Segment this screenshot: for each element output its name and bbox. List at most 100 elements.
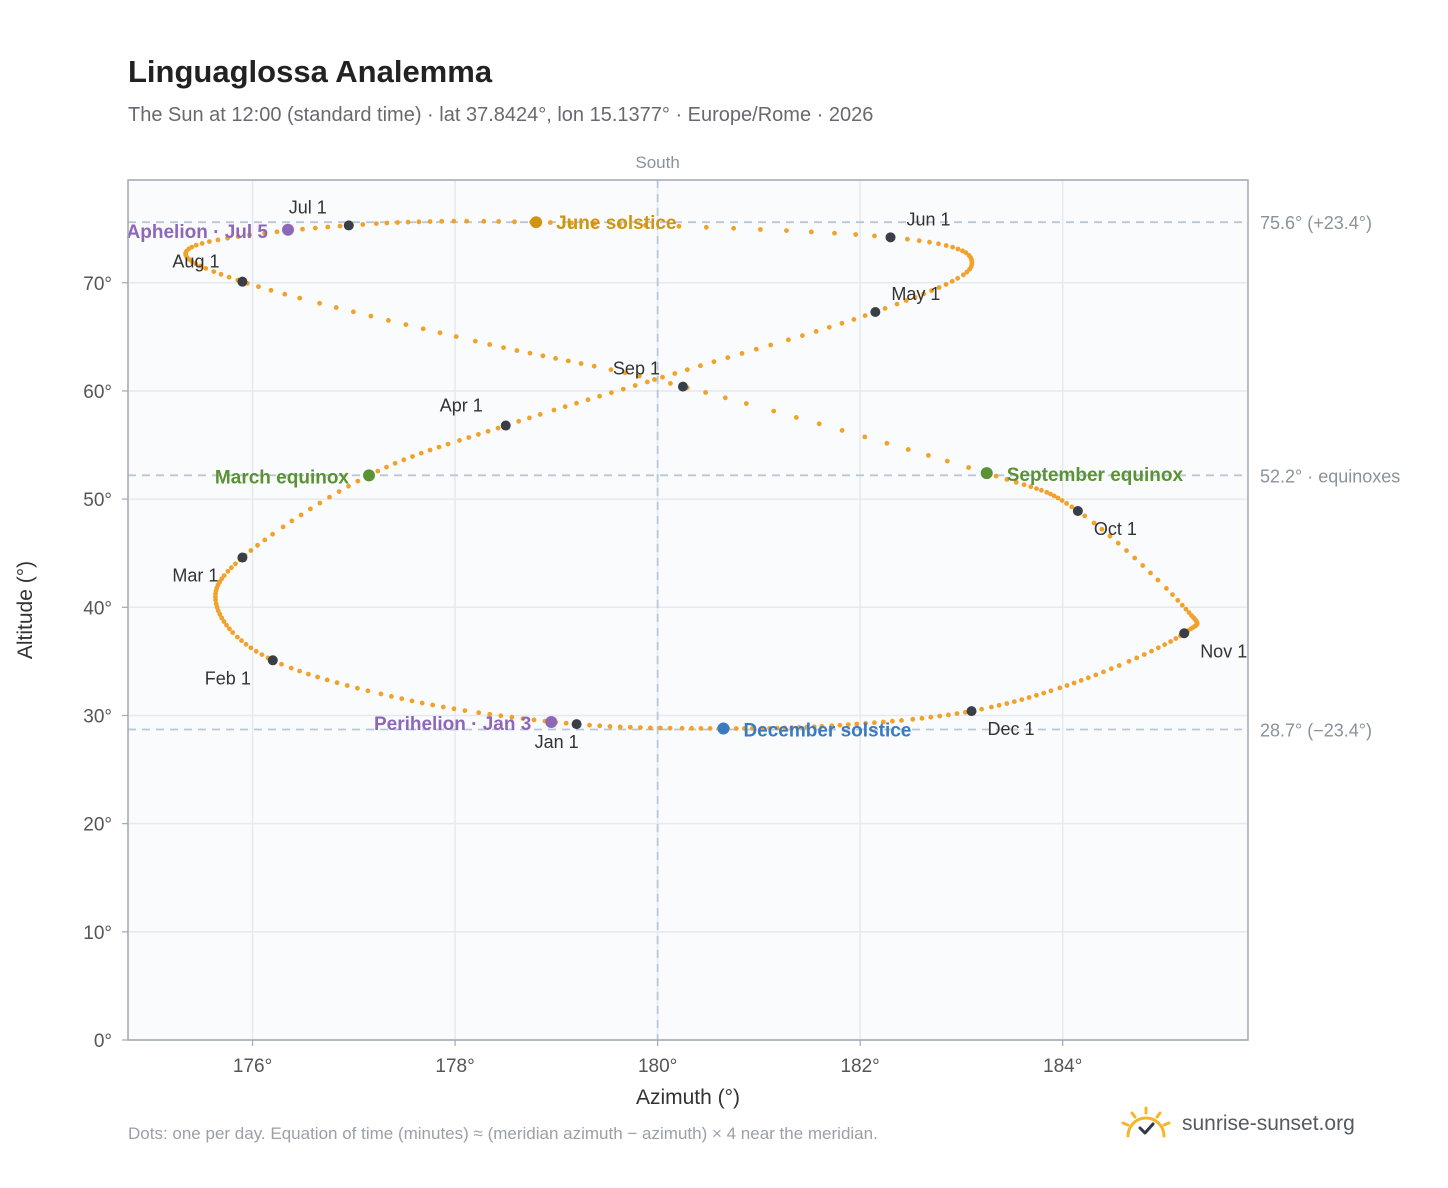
month-marker-label: Oct 1 — [1094, 519, 1137, 539]
daily-sun-dot — [563, 720, 569, 726]
daily-sun-dot — [872, 233, 877, 239]
daily-sun-dot — [899, 718, 904, 723]
brand-text: sunrise-sunset.org — [1182, 1112, 1355, 1135]
daily-sun-dot — [882, 306, 888, 311]
daily-sun-dot — [1108, 666, 1114, 672]
month-marker-label: Dec 1 — [988, 719, 1035, 739]
daily-sun-dot — [548, 220, 553, 225]
daily-sun-dot — [1026, 695, 1032, 700]
daily-sun-dot — [929, 288, 934, 294]
y-tick-label: 10° — [83, 923, 112, 944]
daily-sun-dot — [553, 356, 558, 361]
daily-sun-dot — [207, 239, 212, 245]
daily-sun-dot — [881, 719, 886, 725]
daily-sun-dot — [739, 351, 745, 356]
daily-sun-dot — [1041, 690, 1047, 696]
daily-sun-dot — [1162, 642, 1168, 647]
daily-sun-dot — [979, 706, 984, 712]
daily-sun-dot — [743, 401, 749, 406]
daily-sun-dot — [253, 648, 259, 654]
daily-sun-dot — [796, 725, 802, 730]
daily-sun-dot — [327, 494, 332, 500]
daily-sun-dot — [597, 393, 602, 399]
daily-sun-dot — [416, 219, 422, 225]
daily-sun-dot — [1034, 486, 1039, 491]
daily-sun-dot — [419, 700, 425, 706]
daily-sun-dot — [1028, 484, 1034, 490]
daily-sun-dot — [262, 230, 267, 236]
daily-sun-dot — [218, 271, 224, 277]
daily-sun-dot — [551, 407, 557, 413]
daily-sun-dot — [707, 726, 713, 731]
daily-sun-dot — [531, 717, 537, 723]
daily-sun-dot — [317, 500, 323, 506]
daily-sun-dot — [954, 711, 960, 716]
daily-sun-dot — [636, 373, 642, 379]
daily-sun-dot — [937, 713, 943, 719]
daily-sun-dot — [585, 397, 591, 403]
daily-sun-dot — [609, 390, 614, 396]
daily-sun-dot — [632, 383, 638, 388]
daily-sun-dot — [451, 706, 457, 712]
axis-ticks: 176° 178° 180° 182° 184° 0° 10° 20° 30° 40° 50° 60°… — [83, 274, 1082, 1077]
daily-sun-dot — [1148, 570, 1153, 576]
month-marker-label: Jun 1 — [907, 209, 951, 229]
daily-sun-dot — [427, 219, 433, 224]
daily-sun-dot — [750, 726, 755, 731]
daily-sun-dot — [315, 674, 320, 680]
month-marker-label: Nov 1 — [1200, 641, 1247, 661]
month-marker — [237, 552, 248, 563]
daily-sun-dot — [297, 668, 302, 674]
daily-sun-dot — [375, 468, 381, 474]
daily-sun-dot — [219, 615, 225, 621]
daily-sun-dot — [1173, 636, 1179, 641]
daily-sun-dot — [259, 652, 265, 657]
brand[interactable]: sunrise-sunset.org — [1120, 1104, 1355, 1144]
daily-sun-dot — [386, 318, 391, 323]
daily-sun-dot — [516, 418, 522, 424]
daily-sun-dot — [657, 725, 663, 731]
daily-sun-dot — [365, 688, 371, 694]
daily-sun-dot — [262, 537, 268, 543]
daily-sun-dot — [1039, 487, 1044, 493]
daily-sun-dot — [960, 248, 965, 254]
daily-sun-dot — [782, 725, 787, 731]
daily-sun-dot — [837, 722, 843, 728]
daily-sun-dot — [1099, 526, 1105, 532]
daily-sun-dot — [839, 428, 845, 433]
daily-sun-dot — [368, 313, 374, 319]
daily-sun-dot — [703, 390, 708, 395]
event-label: December solstice — [743, 720, 911, 741]
daily-sun-dot — [1101, 669, 1106, 675]
daily-sun-dot — [1085, 675, 1091, 681]
month-markers: Jan 1 Feb 1 Mar 1 Apr 1 May 1 Jun 1 Jul 1 Aug 1… — [172, 197, 1247, 752]
daily-sun-dot — [1141, 652, 1147, 657]
x-tick-label: 184° — [1043, 1056, 1082, 1077]
y-tick-label: 40° — [83, 598, 112, 619]
daily-sun-dot — [811, 724, 817, 730]
daily-sun-dot — [1107, 533, 1113, 539]
daily-sun-dot — [944, 458, 950, 464]
daily-sun-dot — [1168, 639, 1173, 644]
daily-sun-dot — [1019, 697, 1025, 702]
daily-sun-dot — [509, 714, 515, 720]
special-events: June solstice December solstice March equi… — [127, 213, 1184, 741]
daily-sun-dot — [230, 630, 236, 635]
daily-sun-dot — [1155, 577, 1161, 583]
daily-sun-dot — [427, 447, 433, 453]
event-marker — [282, 223, 294, 236]
daily-sun-dot — [401, 457, 407, 463]
daily-sun-dot — [950, 244, 955, 250]
daily-sun-dot — [1059, 498, 1065, 503]
daily-sun-dot — [936, 241, 941, 247]
month-marker-label: Jan 1 — [535, 732, 579, 752]
daily-sun-dot — [420, 326, 426, 332]
daily-sun-dot — [225, 568, 231, 574]
daily-sun-dot — [324, 677, 330, 683]
event-marker — [530, 216, 543, 229]
daily-sun-dot — [853, 232, 859, 237]
daily-sun-dot — [569, 220, 574, 226]
daily-sun-dot — [608, 367, 614, 373]
daily-sun-dot — [943, 282, 949, 287]
daily-sun-dot — [481, 218, 487, 224]
